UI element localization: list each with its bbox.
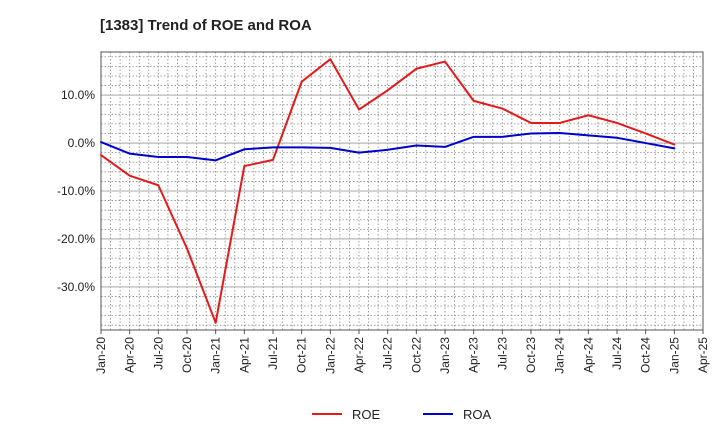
x-tick-label: Apr-23 (467, 337, 481, 373)
x-tick-label: Oct-23 (524, 337, 538, 373)
roa-series-line (100, 132, 676, 162)
roe-series-line (100, 58, 676, 324)
x-tick-label: Oct-21 (295, 337, 309, 373)
x-tick-label: Apr-21 (237, 337, 251, 373)
legend-label-roa: ROA (463, 407, 492, 422)
x-tick-label: Apr-22 (352, 337, 366, 373)
y-tick-label: -20.0% (57, 232, 95, 246)
x-tick-label: Jul-20 (151, 337, 165, 370)
x-tick-label: Jan-24 (553, 337, 567, 374)
x-tick-label: Apr-25 (696, 337, 710, 373)
y-tick-label: -10.0% (57, 184, 95, 198)
x-tick-label: Jan-21 (209, 337, 223, 374)
x-tick-label: Oct-20 (180, 337, 194, 373)
x-tick-label: Jan-20 (94, 337, 108, 374)
y-tick-label: 10.0% (61, 88, 95, 102)
y-tick-label: -30.0% (57, 280, 95, 294)
legend-label-roe: ROE (352, 407, 381, 422)
x-tick-label: Oct-24 (639, 337, 653, 373)
x-tick-label: Jul-22 (381, 337, 395, 370)
y-tick-label: 0.0% (68, 136, 96, 150)
legend: ROE ROA (312, 407, 492, 422)
major-gridlines (101, 94, 703, 288)
x-tick-label: Oct-22 (409, 337, 423, 373)
plot-border (100, 51, 704, 331)
x-tick-label: Apr-20 (123, 337, 137, 373)
x-tick-label: Jul-23 (495, 337, 509, 370)
chart-title: [1383] Trend of ROE and ROA (100, 17, 312, 34)
x-tick-label: Jan-25 (667, 337, 681, 374)
y-axis-labels: 10.0% 0.0% -10.0% -20.0% -30.0% (57, 88, 95, 294)
x-tick-label: Jan-23 (438, 337, 452, 374)
x-tick-label: Apr-24 (581, 337, 595, 373)
x-tick-label: Jan-22 (323, 337, 337, 374)
x-axis-labels: Jan-20 Apr-20 Jul-20 Oct-20 Jan-21 Apr-21 Jul-… (94, 330, 710, 374)
x-tick-label: Jul-24 (610, 337, 624, 370)
vertical-gridlines (110, 52, 694, 330)
plot-area: 10.0%0.0%-10.0%-20.0%-30.0%Jan-20 Apr-20 J… (57, 51, 710, 374)
x-tick-label: Jul-21 (266, 337, 280, 370)
